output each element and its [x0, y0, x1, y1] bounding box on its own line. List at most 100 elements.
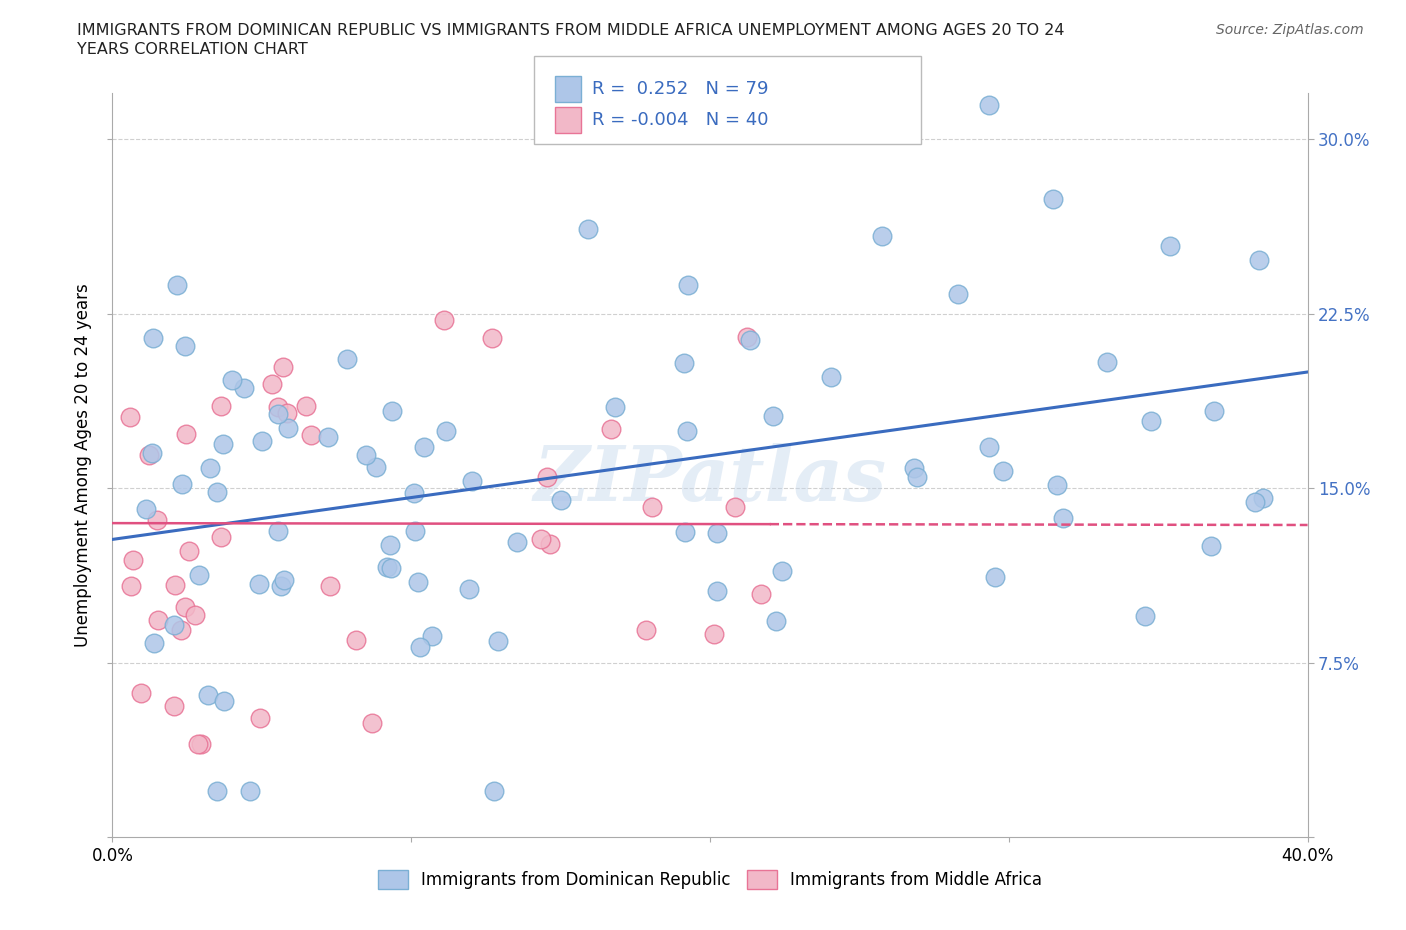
Point — [600, 421, 623, 436]
Point — [703, 627, 725, 642]
Point — [422, 629, 444, 644]
Point — [724, 499, 747, 514]
Point — [1249, 253, 1271, 268]
Text: IMMIGRANTS FROM DOMINICAN REPUBLIC VS IMMIGRANTS FROM MIDDLE AFRICA UNEMPLOYMENT: IMMIGRANTS FROM DOMINICAN REPUBLIC VS IM… — [77, 23, 1064, 38]
Point — [1251, 490, 1274, 505]
Point — [457, 581, 479, 596]
Point — [146, 612, 169, 627]
Point — [530, 532, 553, 547]
Point — [205, 485, 228, 499]
Point — [903, 461, 925, 476]
Point — [162, 698, 184, 713]
Point — [634, 623, 657, 638]
Point — [221, 373, 243, 388]
Point — [163, 618, 186, 632]
Point — [205, 783, 228, 798]
Point — [1042, 192, 1064, 206]
Point — [991, 463, 1014, 478]
Point — [197, 687, 219, 702]
Point — [870, 229, 893, 244]
Y-axis label: Unemployment Among Ages 20 to 24 years: Unemployment Among Ages 20 to 24 years — [73, 283, 91, 647]
Point — [538, 537, 561, 551]
Legend: Immigrants from Dominican Republic, Immigrants from Middle Africa: Immigrants from Dominican Republic, Immi… — [371, 863, 1049, 896]
Point — [187, 737, 209, 751]
Point — [299, 427, 322, 442]
Point — [344, 632, 367, 647]
Point — [267, 400, 290, 415]
Point — [129, 685, 152, 700]
Point — [673, 355, 696, 370]
Point — [270, 578, 292, 593]
Text: R = -0.004   N = 40: R = -0.004 N = 40 — [592, 111, 769, 129]
Point — [165, 578, 187, 592]
Point — [179, 544, 201, 559]
Point — [488, 633, 510, 648]
Point — [252, 433, 274, 448]
Point — [676, 278, 699, 293]
Point — [576, 221, 599, 236]
Point — [138, 448, 160, 463]
Point — [506, 535, 529, 550]
Point — [1243, 495, 1265, 510]
Text: Source: ZipAtlas.com: Source: ZipAtlas.com — [1216, 23, 1364, 37]
Point — [404, 524, 426, 538]
Point — [267, 524, 290, 538]
Point — [380, 561, 402, 576]
Point — [118, 410, 141, 425]
Point — [318, 578, 340, 593]
Point — [260, 376, 283, 391]
Point — [188, 567, 211, 582]
Point — [381, 404, 404, 418]
Point — [190, 737, 212, 751]
Point — [550, 492, 572, 507]
Point — [174, 427, 197, 442]
Point — [360, 716, 382, 731]
Point — [209, 529, 232, 544]
Point — [412, 440, 434, 455]
Point — [603, 399, 626, 414]
Point — [536, 470, 558, 485]
Point — [402, 485, 425, 500]
Point — [277, 421, 299, 436]
Point — [276, 406, 298, 421]
Point — [641, 500, 664, 515]
Point — [142, 330, 165, 345]
Point — [1201, 538, 1223, 553]
Point — [905, 470, 928, 485]
Point — [1046, 478, 1069, 493]
Point — [1133, 608, 1156, 623]
Point — [354, 447, 377, 462]
Point — [946, 286, 969, 301]
Point — [375, 560, 398, 575]
Point — [765, 614, 787, 629]
Point — [676, 423, 699, 438]
Point — [166, 278, 188, 293]
Point — [232, 380, 254, 395]
Point — [1097, 354, 1119, 369]
Point — [209, 398, 232, 413]
Point — [1139, 414, 1161, 429]
Point — [706, 583, 728, 598]
Point — [706, 525, 728, 540]
Point — [740, 332, 762, 347]
Point — [214, 694, 236, 709]
Point — [673, 525, 696, 539]
Point — [174, 339, 197, 353]
Point — [1052, 511, 1074, 525]
Point — [735, 330, 758, 345]
Point — [366, 459, 388, 474]
Text: ZIPatlas: ZIPatlas — [533, 443, 887, 517]
Point — [406, 575, 429, 590]
Point — [460, 473, 482, 488]
Point — [433, 312, 456, 327]
Point — [770, 564, 793, 578]
Point — [482, 783, 505, 798]
Point — [121, 553, 143, 568]
Point — [378, 538, 401, 552]
Point — [239, 783, 262, 798]
Point — [247, 577, 270, 591]
Point — [984, 570, 1007, 585]
Point — [434, 424, 457, 439]
Point — [761, 409, 783, 424]
Point — [295, 399, 318, 414]
